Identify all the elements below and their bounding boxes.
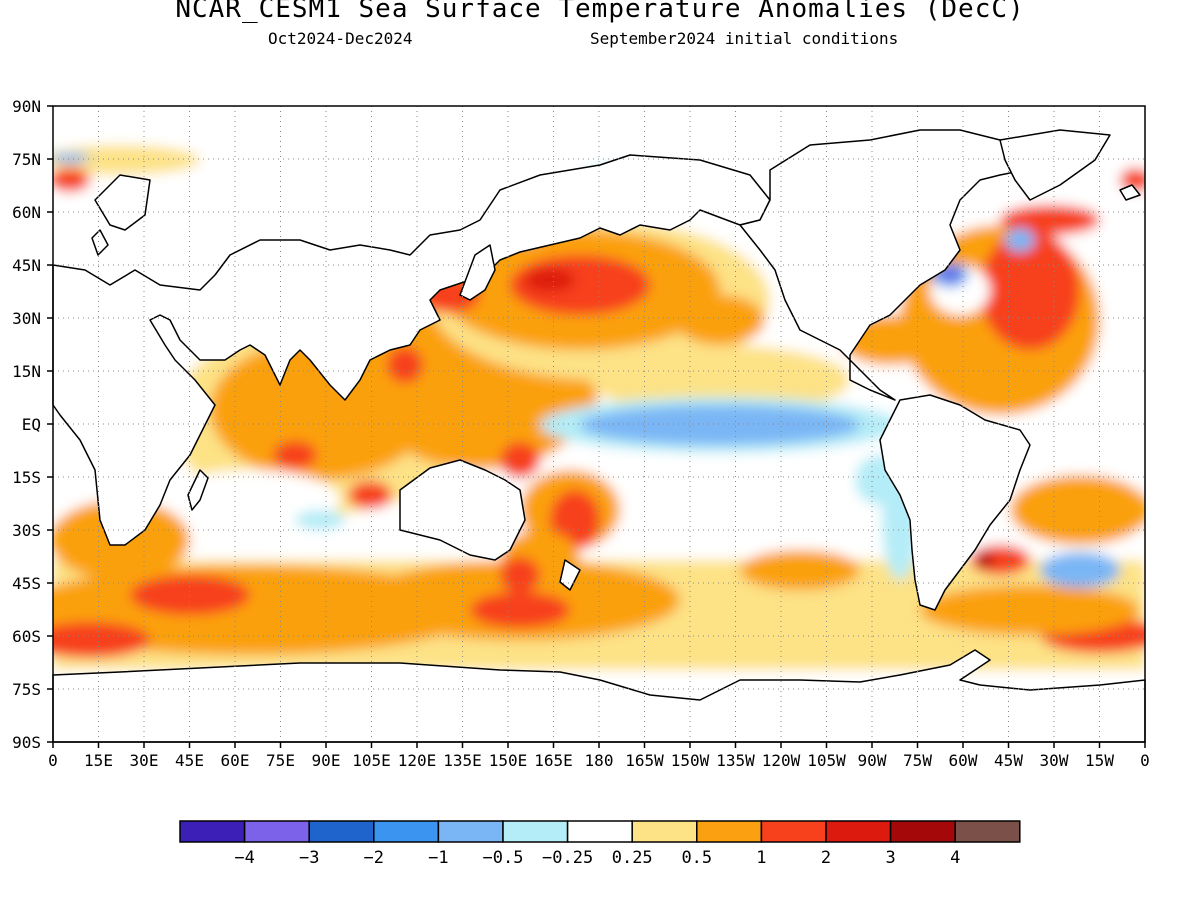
legend-label: −0.25 bbox=[542, 848, 593, 868]
longitude-label: 105W bbox=[807, 751, 846, 770]
legend-label: 0.5 bbox=[681, 848, 712, 868]
latitude-label: 30N bbox=[12, 309, 41, 328]
longitude-label: 0 bbox=[1140, 751, 1150, 770]
latitude-label: 30S bbox=[12, 521, 41, 540]
longitude-label: 0 bbox=[48, 751, 58, 770]
longitude-label: 30W bbox=[1040, 751, 1069, 770]
legend-label: −2 bbox=[364, 848, 384, 868]
initial-conditions: September2024 initial conditions bbox=[590, 29, 899, 48]
longitude-label: 120E bbox=[398, 751, 437, 770]
legend-swatch bbox=[373, 820, 440, 843]
map-title: NCAR_CESM1 Sea Surface Temperature Anoma… bbox=[175, 0, 1025, 24]
new-zealand-coast bbox=[559, 559, 581, 591]
legend-swatch bbox=[179, 820, 246, 843]
longitude-label: 30E bbox=[130, 751, 159, 770]
legend-label: 2 bbox=[821, 848, 831, 868]
latitude-label: 75S bbox=[12, 680, 41, 699]
latitude-labels: 90N 75N 60N 45N 30N 15N EQ 15S 30S 45S 60S 75S 90S bbox=[12, 97, 53, 752]
longitude-label: 150E bbox=[489, 751, 528, 770]
longitude-label: 45E bbox=[175, 751, 204, 770]
legend-swatch bbox=[825, 820, 892, 843]
longitude-label: 45W bbox=[994, 751, 1023, 770]
graticule bbox=[53, 106, 1145, 742]
longitude-label: 105E bbox=[352, 751, 391, 770]
legend-swatch bbox=[308, 820, 375, 843]
legend-label: −1 bbox=[428, 848, 448, 868]
legend-swatch bbox=[437, 820, 504, 843]
longitude-label: 60E bbox=[221, 751, 250, 770]
longitude-label: 150W bbox=[671, 751, 710, 770]
legend-label: −4 bbox=[234, 848, 254, 868]
legend-label: −3 bbox=[299, 848, 319, 868]
madagascar-coast bbox=[187, 469, 209, 511]
legend-swatch bbox=[696, 820, 763, 843]
longitude-label: 90W bbox=[858, 751, 887, 770]
longitude-label: 60W bbox=[949, 751, 978, 770]
latitude-label: 60N bbox=[12, 203, 41, 222]
color-legend: −4 −3 −2 −1 −0.5 −0.25 0.25 0.5 1 2 3 4 bbox=[179, 820, 1021, 868]
latitude-label: 45S bbox=[12, 574, 41, 593]
legend-swatch bbox=[502, 820, 569, 843]
legend-swatch bbox=[760, 820, 827, 843]
longitude-label: 75W bbox=[903, 751, 932, 770]
japan-coast bbox=[459, 244, 496, 301]
legend-swatch bbox=[566, 820, 633, 843]
longitude-label: 165W bbox=[625, 751, 664, 770]
latitude-label: 60S bbox=[12, 627, 41, 646]
legend-swatch bbox=[954, 820, 1021, 843]
legend-label: 0.25 bbox=[612, 848, 653, 868]
longitude-label: 15E bbox=[84, 751, 113, 770]
longitude-labels: 0 15E 30E 45E 60E 75E 90E 105E 120E 135E 150E 165E 1… bbox=[48, 742, 1150, 770]
longitude-label: 15W bbox=[1085, 751, 1114, 770]
legend-swatch bbox=[889, 820, 956, 843]
longitude-label: 135W bbox=[716, 751, 755, 770]
australia-coast bbox=[399, 459, 526, 561]
latitude-label: EQ bbox=[22, 415, 41, 434]
latitude-label: 15N bbox=[12, 362, 41, 381]
latitude-label: 90S bbox=[12, 733, 41, 752]
longitude-label: 135E bbox=[443, 751, 482, 770]
longitude-label: 75E bbox=[266, 751, 295, 770]
latitude-label: 15S bbox=[12, 468, 41, 487]
legend-label: 4 bbox=[950, 848, 960, 868]
longitude-label: 165E bbox=[534, 751, 573, 770]
eurasia-africa-coast bbox=[52, 154, 771, 546]
longitude-label: 120W bbox=[762, 751, 801, 770]
longitude-label: 90E bbox=[312, 751, 341, 770]
longitude-label: 180 bbox=[585, 751, 614, 770]
legend-label: −0.5 bbox=[483, 848, 524, 868]
iceland-coast bbox=[1119, 184, 1141, 201]
latitude-label: 90N bbox=[12, 97, 41, 116]
legend-swatch bbox=[631, 820, 698, 843]
legend-label: 1 bbox=[756, 848, 766, 868]
latitude-label: 75N bbox=[12, 150, 41, 169]
british-isles-coast bbox=[91, 229, 109, 256]
latitude-label: 45N bbox=[12, 256, 41, 275]
legend-swatch bbox=[243, 820, 310, 843]
scandinavia-coast bbox=[94, 174, 151, 231]
forecast-period: Oct2024-Dec2024 bbox=[268, 29, 413, 48]
legend-label: 3 bbox=[885, 848, 895, 868]
